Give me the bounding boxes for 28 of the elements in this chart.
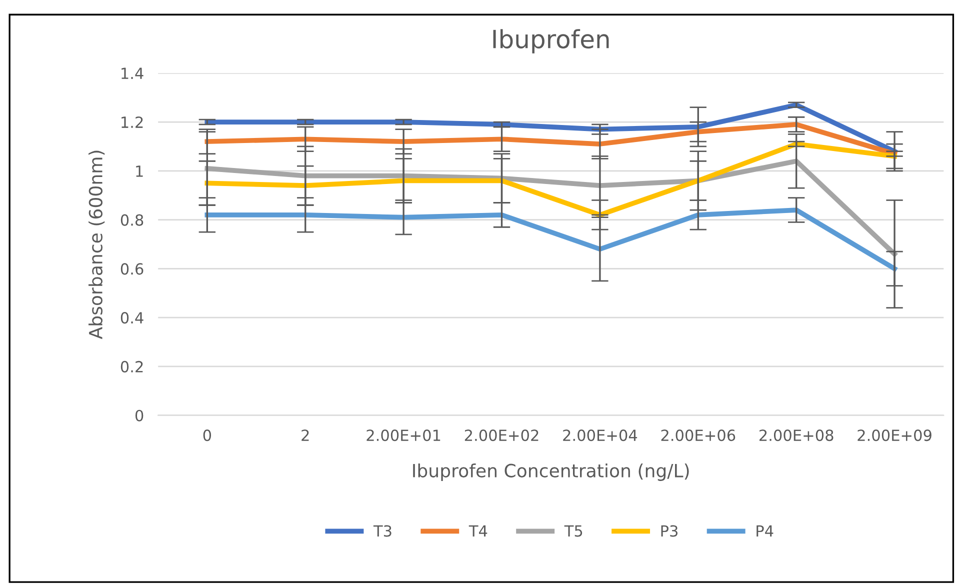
legend-label: T3 <box>373 525 392 537</box>
legend-label: T5 <box>564 525 582 537</box>
legend-label: T4 <box>468 525 488 537</box>
x-tick-label: 2.00E+06 <box>661 430 736 442</box>
y-tick-label: 1.4 <box>122 68 144 79</box>
legend-label: P4 <box>756 525 774 537</box>
x-tick-label: 2 <box>302 430 309 441</box>
line-series <box>204 142 897 218</box>
y-tick-label: 0.8 <box>120 214 144 226</box>
x-tick-label: 2.00E+04 <box>563 430 638 442</box>
chart-title: Ibuprofen <box>493 29 609 54</box>
x-axis-title: Ibuprofen Concentration (ng/L) <box>413 463 689 481</box>
y-tick-label: 0 <box>135 410 144 422</box>
x-tick-label: 2.00E+02 <box>464 430 538 442</box>
line-series <box>204 208 897 272</box>
x-tick-label: 0 <box>203 430 212 442</box>
y-tick-label: 1.2 <box>122 116 143 128</box>
legend-label: P3 <box>661 525 678 537</box>
line-series <box>204 122 897 156</box>
y-tick-label: 1 <box>136 166 143 177</box>
y-tick-label: 0.6 <box>120 263 144 275</box>
y-tick-label: 0.4 <box>120 312 144 324</box>
y-axis-title: Absorbance (600nm) <box>88 150 105 340</box>
x-tick-label: 2.00E+08 <box>760 430 834 442</box>
y-tick-label: 0.2 <box>120 360 143 372</box>
x-tick-label: 2.00E+09 <box>858 430 932 442</box>
line-series <box>204 158 897 256</box>
x-tick-label: 2.00E+01 <box>366 430 440 442</box>
